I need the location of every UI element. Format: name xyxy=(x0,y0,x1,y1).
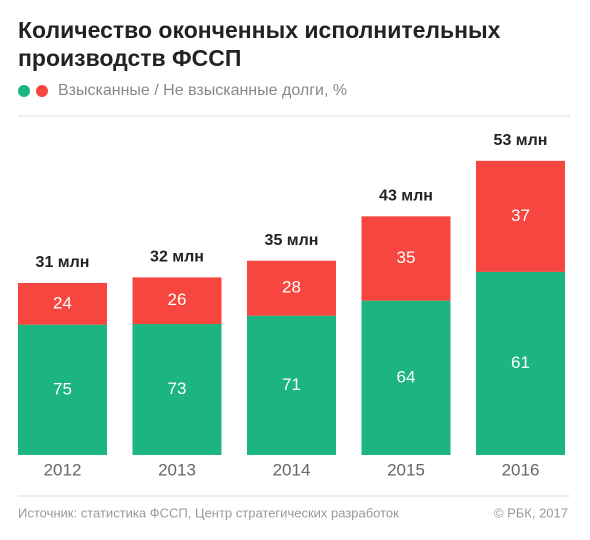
total-label: 53 млн xyxy=(494,132,548,149)
bar-segment xyxy=(361,216,451,301)
data-label: 26 xyxy=(168,290,187,309)
data-label: 71 xyxy=(282,375,301,394)
data-label: 75 xyxy=(53,379,72,398)
data-label: 61 xyxy=(511,353,530,372)
chart-title: Количество оконченных исполнительных xyxy=(18,17,501,43)
bar-segment xyxy=(247,260,336,316)
data-label: 73 xyxy=(168,379,187,398)
chart-title: производств ФССП xyxy=(18,45,241,71)
legend-marker xyxy=(18,85,30,97)
x-tick-label: 2015 xyxy=(387,460,425,479)
x-tick-label: 2012 xyxy=(44,460,82,479)
bar-segment xyxy=(18,282,107,325)
bar-segment xyxy=(132,324,222,455)
data-label: 28 xyxy=(282,278,301,297)
bar-segment xyxy=(132,277,222,325)
data-label: 37 xyxy=(511,206,530,225)
data-label: 64 xyxy=(397,367,416,386)
total-label: 32 млн xyxy=(150,249,204,266)
bar-segment xyxy=(361,300,451,455)
bar-segment xyxy=(476,160,565,272)
total-label: 35 млн xyxy=(265,232,319,249)
x-tick-label: 2014 xyxy=(273,460,311,479)
bar-segment xyxy=(18,324,107,455)
bar-segment xyxy=(476,271,565,455)
copyright: © РБК, 2017 xyxy=(494,505,568,520)
legend-label: Взысканные / Не взысканные долги, % xyxy=(58,82,347,99)
x-tick-label: 2016 xyxy=(502,460,540,479)
total-label: 31 млн xyxy=(36,254,90,271)
total-label: 43 млн xyxy=(379,188,433,205)
data-label: 24 xyxy=(53,293,72,312)
bar-segment xyxy=(247,315,336,455)
source: Источник: статистика ФССП, Центр стратег… xyxy=(18,505,399,520)
x-tick-label: 2013 xyxy=(158,460,196,479)
legend-marker xyxy=(36,85,48,97)
data-label: 35 xyxy=(397,248,416,267)
